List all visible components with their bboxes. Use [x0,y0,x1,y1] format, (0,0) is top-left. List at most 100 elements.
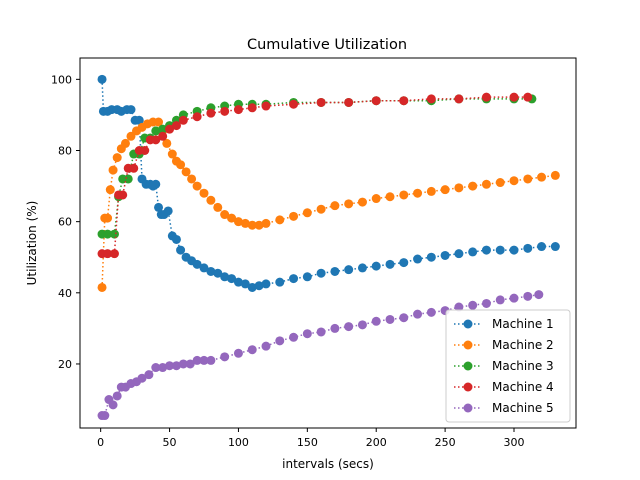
legend-marker [463,361,473,371]
x-tick-label: 200 [366,436,387,449]
data-point [171,234,181,244]
data-point [192,181,202,191]
data-point [357,320,367,330]
data-point [140,146,150,155]
data-point [165,124,175,134]
legend-item: Machine 5 [454,401,554,415]
series-machine-4 [97,92,533,259]
chart-title: Cumulative Utilization [247,37,407,53]
data-point [537,172,547,182]
data-point [137,373,147,383]
data-point [454,302,464,312]
data-point [454,94,464,104]
series-machine-5 [97,290,544,421]
y-tick-label: 20 [58,358,72,371]
data-point [213,268,223,278]
data-point [192,259,202,269]
data-point [233,217,243,227]
data-point [357,263,367,273]
data-point [126,105,136,115]
data-point [158,363,168,373]
x-tick-label: 100 [228,436,249,449]
data-point [344,265,354,275]
data-point [109,229,119,239]
data-point [385,259,395,269]
data-point [227,274,237,284]
x-axis-label: intervals (secs) [282,457,374,471]
data-point [468,181,478,191]
legend-marker [463,340,473,350]
data-point [534,290,544,300]
data-point [134,115,144,125]
data-point [187,174,197,184]
data-point [206,108,216,118]
data-point [261,279,271,289]
data-point [385,192,395,202]
data-point [151,126,161,136]
data-point [105,185,115,195]
data-point [192,112,202,122]
data-point [481,298,491,308]
data-point [495,245,505,255]
series-machine-1 [97,74,560,292]
data-point [254,220,264,230]
data-point [344,322,354,332]
data-point [240,279,250,289]
data-point [385,314,395,324]
data-point [275,277,285,287]
data-point [426,307,436,317]
data-point [108,165,118,175]
legend-item: Machine 3 [454,359,554,373]
data-point [523,243,533,253]
data-point [413,254,423,264]
data-point [468,300,478,310]
data-point [371,261,381,271]
data-point [103,213,113,223]
x-tick-label: 250 [435,436,456,449]
data-point [103,229,113,239]
data-point [426,252,436,262]
data-point [247,282,257,292]
data-point [399,96,409,106]
data-point [176,245,186,255]
legend-label: Machine 1 [492,317,554,331]
data-point [371,96,381,106]
legend-marker [463,382,473,392]
data-point [199,188,209,198]
data-point [206,195,216,205]
data-point [413,188,423,198]
data-point [330,323,340,333]
legend-item: Machine 2 [454,338,554,352]
legend-label: Machine 2 [492,338,554,352]
data-point [118,190,128,200]
data-point [399,190,409,200]
data-point [199,355,209,365]
data-point [247,345,257,355]
data-point [171,361,181,371]
data-point [289,332,299,342]
data-point [330,266,340,276]
series-machine-2 [97,117,560,292]
data-point [344,199,354,209]
data-point [192,355,202,365]
data-point [261,218,271,228]
data-point [247,103,257,113]
data-point [206,266,216,276]
data-point [181,167,191,177]
legend: Machine 1 Machine 2 Machine 3 Machine 4 Mach… [445,309,571,423]
data-point [220,352,230,362]
data-point [399,313,409,323]
legend-label: Machine 3 [492,359,554,373]
series-line [101,121,556,288]
data-point [509,293,519,303]
legend-item: Machine 4 [454,380,554,394]
data-point [151,363,161,373]
data-point [316,204,326,214]
data-point [495,178,505,188]
data-point [454,183,464,193]
data-point [220,210,230,220]
y-tick-label: 100 [51,73,72,86]
data-point [247,220,257,230]
data-point [103,249,113,259]
data-point [550,170,560,180]
